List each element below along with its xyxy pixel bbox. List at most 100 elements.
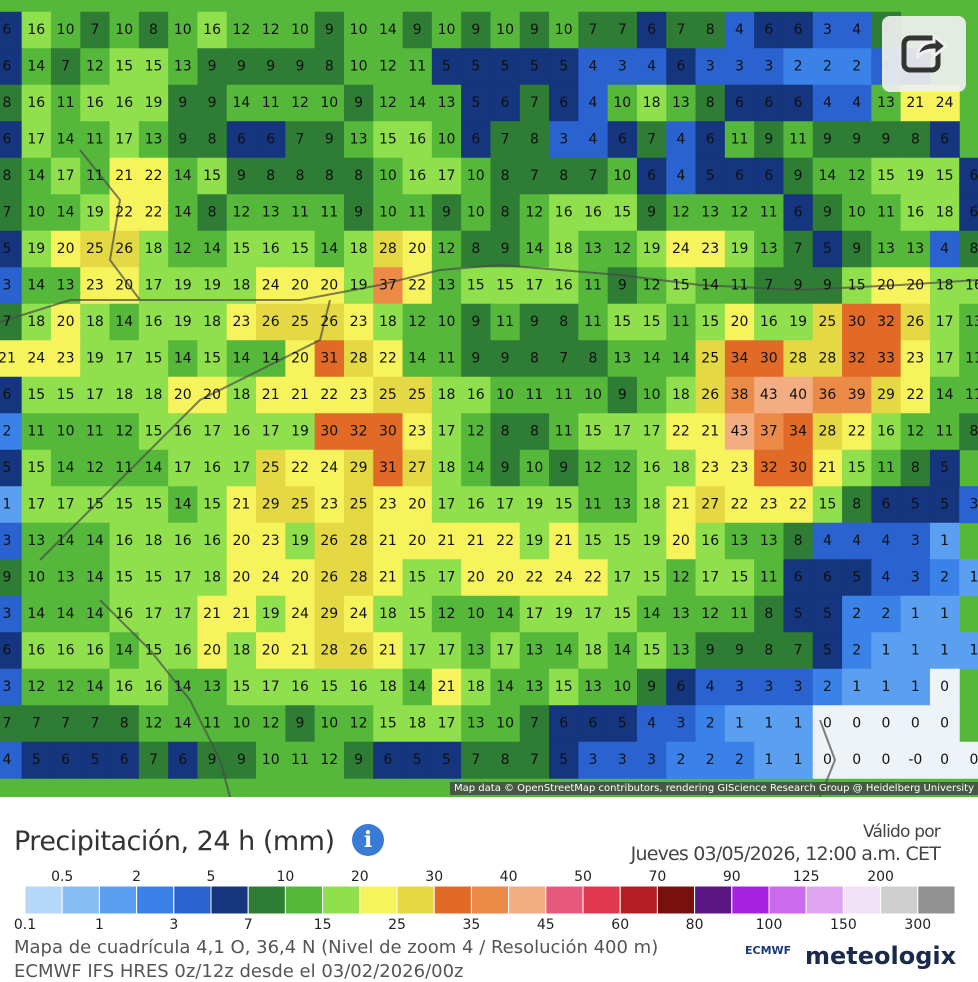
- cell-value: 9: [530, 314, 539, 330]
- cell-value: 20: [115, 278, 133, 294]
- cell-value: 8: [354, 168, 363, 184]
- info-button[interactable]: i: [352, 824, 384, 856]
- cell-value: 9: [442, 205, 451, 221]
- cell-value: 14: [643, 351, 661, 367]
- cell-value: 7: [530, 168, 539, 184]
- grid-cell: [812, 741, 843, 779]
- grid-cell: [431, 449, 462, 487]
- cell-value: 14: [496, 679, 514, 695]
- grid-cell: [138, 486, 169, 524]
- grid-cell: [80, 595, 111, 633]
- cell-value: 6: [120, 752, 129, 768]
- cell-value: 17: [262, 679, 280, 695]
- grid-cell: [490, 303, 521, 341]
- cell-value: 14: [525, 241, 543, 257]
- cell-value: 20: [203, 643, 221, 659]
- cell-value: 14: [174, 351, 192, 367]
- grid-cell: [0, 267, 23, 305]
- cell-value: 15: [379, 716, 397, 732]
- grid-cell: [519, 267, 550, 305]
- grid-cell: [666, 303, 697, 341]
- cell-value: 6: [559, 716, 568, 732]
- grid-cell: [812, 84, 843, 122]
- grid-cell: [138, 413, 169, 451]
- cell-value: 12: [145, 716, 163, 732]
- grid-cell: [783, 194, 814, 232]
- cell-value: 22: [906, 387, 924, 403]
- cell-value: 9: [296, 716, 305, 732]
- grid-cell: [314, 84, 345, 122]
- cell-value: 10: [57, 424, 75, 440]
- grid-cell: [197, 632, 228, 670]
- grid-cell: [724, 741, 755, 779]
- grid-cell: [636, 595, 667, 633]
- grid-cell: [138, 595, 169, 633]
- cell-value: 32: [877, 314, 895, 330]
- grid-cell: [666, 668, 697, 706]
- grid-cell: [900, 376, 931, 414]
- grid-cell: [812, 705, 843, 743]
- grid-cell: [724, 449, 755, 487]
- grid-cell: [373, 632, 404, 670]
- grid-cell: [549, 230, 579, 268]
- cell-value: 24: [320, 460, 338, 476]
- cell-value: 10: [438, 314, 456, 330]
- grid-cell: [256, 522, 286, 560]
- cell-value: 16: [174, 533, 192, 549]
- model-info: ECMWF IFS HRES 0z/12z desde el 03/02/202…: [14, 961, 464, 982]
- grid-cell: [783, 741, 814, 779]
- grid-cell: [50, 376, 81, 414]
- cell-value: 11: [760, 570, 778, 586]
- cell-value: 15: [672, 278, 690, 294]
- grid-cell: [226, 413, 257, 451]
- grid-cell: [636, 230, 667, 268]
- cell-value: 12: [643, 278, 661, 294]
- grid-cell: [578, 632, 609, 670]
- cell-value: 0: [969, 752, 978, 768]
- grid-cell: [842, 376, 872, 414]
- grid-cell: [402, 632, 433, 670]
- grid-cell: [549, 303, 579, 341]
- grid-cell: [80, 194, 111, 232]
- cell-value: 5: [559, 59, 568, 75]
- grid-cell: [343, 559, 374, 597]
- cell-value: 4: [852, 533, 861, 549]
- grid-cell: [343, 303, 374, 341]
- cell-value: 7: [3, 716, 12, 732]
- cell-value: 18: [232, 278, 250, 294]
- cell-value: 13: [877, 241, 895, 257]
- grid-cell: [783, 668, 814, 706]
- grid-cell: [0, 194, 23, 232]
- grid-cell: [226, 340, 257, 378]
- cell-value: 8: [266, 168, 275, 184]
- grid-cell: [519, 522, 550, 560]
- cell-value: 19: [291, 424, 309, 440]
- grid-cell: [168, 413, 198, 451]
- cell-value: 10: [467, 606, 485, 622]
- cell-value: 16: [145, 679, 163, 695]
- grid-cell: [461, 632, 491, 670]
- cell-value: 7: [3, 205, 12, 221]
- grid-cell: [461, 230, 491, 268]
- grid-cell: [636, 48, 667, 86]
- legend-label: 30: [425, 869, 443, 885]
- grid-cell: [519, 595, 550, 633]
- grid-cell: [607, 595, 638, 633]
- cell-value: 15: [145, 59, 163, 75]
- grid-cell: [578, 486, 609, 524]
- grid-cell: [50, 741, 81, 779]
- grid-cell: [929, 267, 960, 305]
- grid-cell: [929, 705, 960, 743]
- cell-value: 4: [589, 132, 598, 148]
- share-button[interactable]: [882, 16, 966, 92]
- cell-value: 10: [613, 95, 631, 111]
- cell-value: 18: [643, 497, 661, 513]
- cell-value: 5: [3, 460, 12, 476]
- cell-value: 26: [115, 241, 133, 257]
- cell-value: 17: [438, 570, 456, 586]
- grid-cell: [812, 668, 843, 706]
- cell-value: 15: [643, 570, 661, 586]
- grid-cell: [783, 340, 814, 378]
- grid-cell: [80, 340, 111, 378]
- cell-value: 9: [208, 95, 217, 111]
